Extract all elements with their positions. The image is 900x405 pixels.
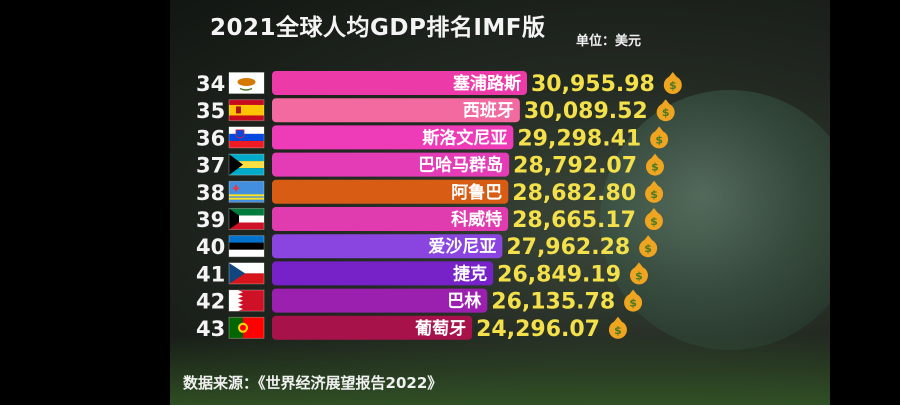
money-bag-icon: $ (645, 180, 664, 203)
kuwait-flag (228, 208, 265, 230)
bar (272, 207, 509, 231)
country-label: 巴林 (447, 291, 481, 312)
value-label: 27,962.28 (506, 235, 630, 260)
bahamas-flag (228, 153, 265, 176)
rank-label: 42 (196, 290, 225, 314)
value-label: 28,665.17 (512, 208, 636, 233)
svg-text:$: $ (655, 133, 663, 146)
svg-text:$: $ (669, 79, 677, 92)
bar (272, 71, 527, 95)
rank-label: 40 (196, 235, 225, 259)
svg-text:$: $ (614, 324, 622, 337)
rank-label: 36 (196, 126, 225, 150)
country-label: 巴哈马群岛 (418, 155, 503, 176)
bar (272, 179, 509, 204)
bar-row: 34 塞浦路斯 30,955.98 $ (196, 71, 682, 97)
bar-row: 42 巴林 26,135.78 $ (196, 288, 643, 315)
svg-text:$: $ (662, 106, 670, 119)
svg-text:$: $ (650, 215, 658, 228)
svg-text:$: $ (650, 188, 658, 201)
value-label: 30,089.52 (524, 99, 648, 124)
background-grass (170, 335, 830, 405)
bar (272, 234, 503, 259)
czech-flag (228, 262, 265, 285)
country-label: 阿鲁巴 (451, 182, 502, 203)
svg-text:$: $ (651, 161, 659, 174)
chart-title: 2021全球人均GDP排名IMF版 (210, 15, 546, 41)
portugal-flag (228, 316, 265, 339)
value-label: 28,792.07 (513, 154, 637, 179)
bar-row: 38 阿鲁巴 28,682.80 $ (196, 179, 664, 206)
bar-row: 36 斯洛文尼亚 29,298.41 $ (196, 125, 669, 151)
money-bag-icon: $ (644, 208, 663, 230)
value-label: 30,955.98 (531, 72, 655, 97)
money-bag-icon: $ (645, 153, 664, 176)
bar (272, 125, 514, 150)
svg-text:$: $ (644, 242, 652, 255)
value-label: 24,296.07 (476, 317, 600, 342)
spain-flag (228, 99, 265, 122)
bar-row: 43 葡萄牙 24,296.07 $ (196, 315, 627, 342)
bar (272, 98, 520, 123)
aruba-flag (228, 180, 265, 203)
data-source: 数据来源：《世界经济展望报告2022》 (183, 374, 443, 392)
rank-label: 34 (196, 72, 225, 96)
country-label: 塞浦路斯 (453, 73, 521, 94)
country-label: 西班牙 (463, 101, 514, 121)
money-bag-icon: $ (650, 126, 669, 149)
value-label: 28,682.80 (512, 181, 636, 206)
bar-row: 37 巴哈马群岛 28,792.07 $ (196, 152, 664, 179)
money-bag-icon: $ (624, 289, 643, 312)
bar (272, 261, 494, 286)
rank-label: 35 (196, 99, 225, 123)
cyprus-flag (228, 72, 265, 94)
bar (272, 152, 510, 177)
value-label: 29,298.41 (517, 126, 641, 151)
bar-row: 39 科威特 28,665.17 $ (196, 207, 663, 233)
money-bag-icon: $ (639, 235, 658, 258)
svg-text:$: $ (635, 269, 643, 282)
country-label: 捷克 (453, 263, 487, 284)
country-label: 科威特 (451, 209, 502, 230)
svg-text:$: $ (629, 297, 637, 310)
bar-row: 35 西班牙 30,089.52 $ (196, 98, 675, 124)
estonia-flag (228, 235, 265, 258)
money-bag-icon: $ (656, 99, 675, 122)
country-label: 爱沙尼亚 (428, 236, 496, 257)
rank-label: 37 (196, 154, 225, 178)
bar-row: 40 爱沙尼亚 27,962.28 $ (196, 234, 658, 260)
bar (272, 288, 488, 313)
money-bag-icon: $ (663, 72, 682, 94)
country-label: 斯洛文尼亚 (422, 127, 507, 148)
bar-row: 41 捷克 26,849.19 $ (196, 261, 648, 287)
slovenia-flag (228, 126, 265, 149)
money-bag-icon: $ (608, 316, 627, 339)
bar (272, 315, 473, 340)
bahrain-flag (228, 289, 265, 312)
value-label: 26,135.78 (491, 290, 615, 315)
rank-label: 43 (196, 317, 225, 341)
money-bag-icon: $ (629, 262, 648, 285)
value-label: 26,849.19 (497, 262, 621, 287)
rank-label: 38 (196, 181, 225, 205)
unit-label: 单位：美元 (576, 34, 642, 49)
rank-label: 39 (196, 208, 225, 232)
country-label: 葡萄牙 (414, 318, 466, 339)
rank-label: 41 (196, 262, 225, 286)
